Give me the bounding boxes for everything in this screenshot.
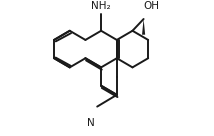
Text: N: N — [88, 118, 95, 128]
Text: NH₂: NH₂ — [91, 1, 111, 11]
Text: OH: OH — [144, 1, 160, 11]
Polygon shape — [142, 19, 145, 35]
